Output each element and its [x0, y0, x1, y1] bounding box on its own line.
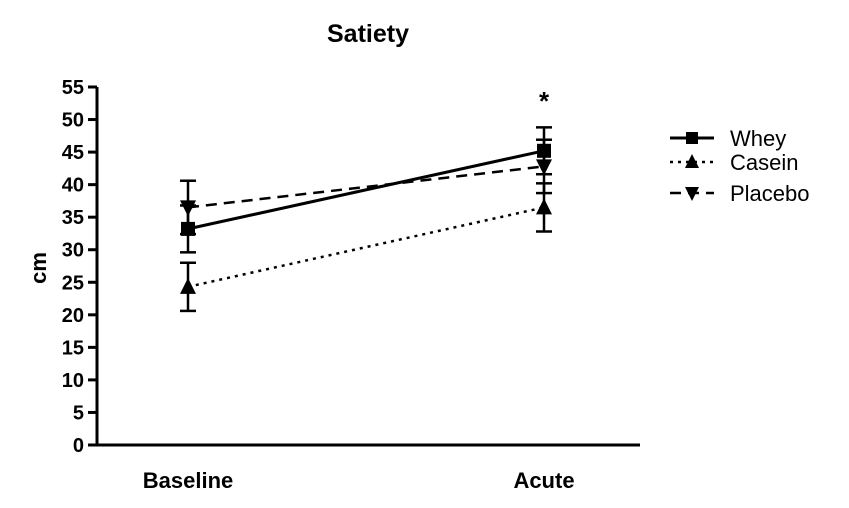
marker-triangle-up	[180, 277, 196, 294]
y-tick-label: 55	[62, 77, 84, 99]
y-tick-label: 35	[62, 207, 84, 229]
marker-triangle-up	[685, 154, 699, 168]
legend-label: Placebo	[730, 181, 810, 206]
x-tick-label: Acute	[513, 468, 574, 493]
y-tick-label: 50	[62, 110, 84, 132]
y-tick-label: 25	[62, 272, 84, 294]
marker-triangle-down	[685, 187, 699, 201]
series-line	[187, 206, 545, 289]
significance-annotation: *	[539, 86, 550, 116]
y-tick-label: 30	[62, 240, 84, 262]
plot-area: *	[180, 86, 552, 313]
axes: 0 5 10 15 20 25 30 35 40 45 50 55 Baseline Acute	[62, 77, 640, 493]
x-tick-label: Baseline	[143, 468, 234, 493]
y-axis-label: cm	[26, 252, 51, 284]
y-tick-label: 15	[62, 337, 84, 359]
series-placebo	[180, 138, 552, 236]
series-whey	[180, 126, 552, 254]
series-line	[187, 165, 545, 209]
y-tick-label: 0	[73, 435, 84, 457]
y-tick-label: 10	[62, 370, 84, 392]
legend-item-placebo: Placebo	[670, 181, 810, 206]
marker-triangle-down	[536, 159, 552, 176]
y-tick-label: 20	[62, 305, 84, 327]
y-tick-label: 5	[73, 402, 84, 424]
marker-triangle-up	[536, 198, 552, 215]
legend-label: Whey	[730, 126, 786, 151]
marker-square	[686, 132, 698, 144]
chart-title: Satiety	[327, 20, 409, 48]
series-line	[187, 149, 545, 231]
y-tick-label: 40	[62, 175, 84, 197]
series-casein	[180, 182, 552, 313]
legend-label: Casein	[730, 150, 798, 175]
y-tick-label: 45	[62, 142, 84, 164]
legend-item-whey: Whey	[670, 126, 786, 151]
marker-triangle-down	[180, 200, 196, 217]
legend-item-casein: Casein	[670, 150, 798, 175]
